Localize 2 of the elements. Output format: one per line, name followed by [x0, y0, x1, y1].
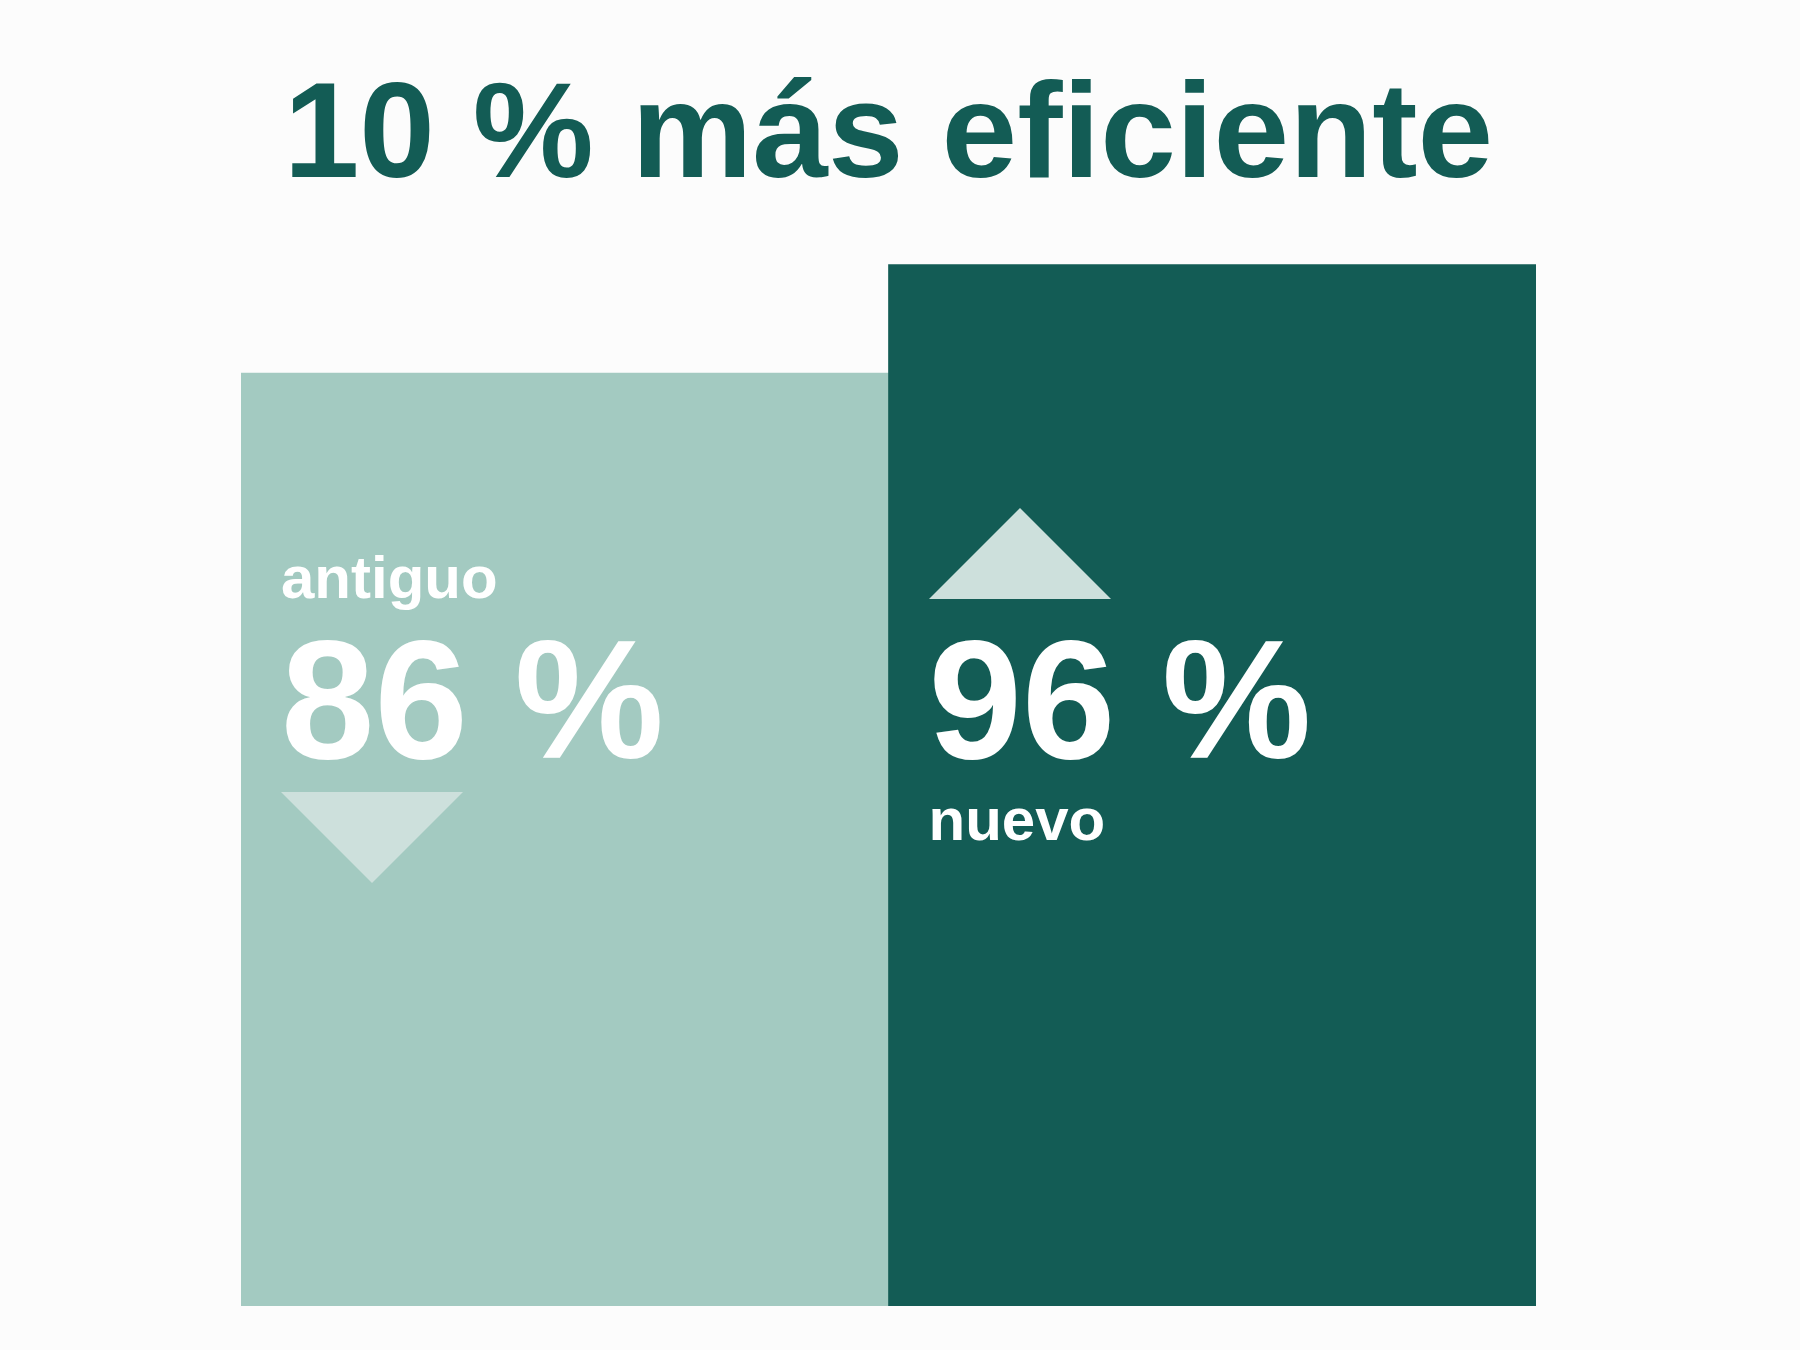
- chart-title: 10 % más eficiente: [283, 54, 1494, 207]
- x-tick-label: antiguo: [281, 544, 498, 612]
